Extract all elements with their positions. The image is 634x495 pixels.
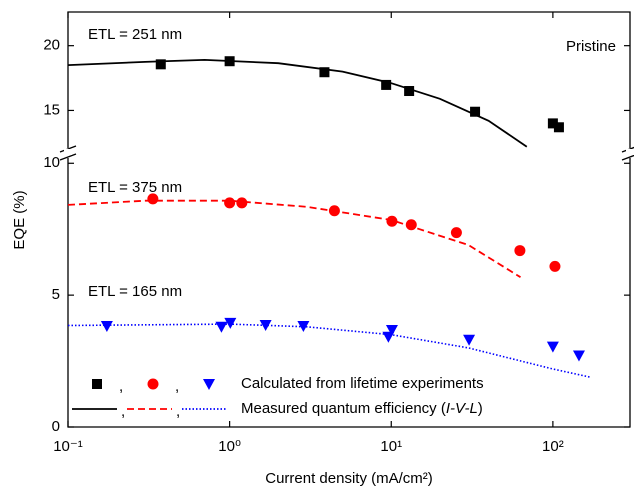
y-tick-label: 0 bbox=[52, 418, 60, 435]
marker-triangle bbox=[463, 334, 476, 346]
y-axis-label: EQE (%) bbox=[11, 190, 28, 249]
marker-square bbox=[553, 122, 564, 133]
series-line bbox=[67, 199, 521, 278]
x-tick-label: 10⁰ bbox=[218, 438, 241, 455]
annotation: Pristine bbox=[566, 38, 616, 55]
marker-triangle bbox=[572, 350, 585, 362]
legend-separator: , bbox=[176, 403, 180, 420]
y-tick-label: 20 bbox=[43, 37, 60, 54]
marker-triangle bbox=[215, 321, 228, 333]
marker-triangle bbox=[224, 317, 237, 329]
upper-frame bbox=[67, 11, 631, 148]
marker-circle bbox=[147, 193, 159, 205]
marker-square bbox=[470, 106, 481, 117]
x-tick-label: 10⁻¹ bbox=[53, 438, 83, 455]
marker-triangle bbox=[259, 319, 272, 331]
marker-square bbox=[381, 79, 392, 90]
marker-square bbox=[319, 67, 330, 78]
marker-circle bbox=[328, 205, 340, 217]
legend-label: Measured quantum efficiency (I-V-L) bbox=[241, 400, 483, 417]
marker-circle bbox=[405, 219, 417, 231]
annotation: ETL = 251 nm bbox=[88, 26, 182, 43]
legend-marker bbox=[92, 379, 102, 389]
legend-marker bbox=[147, 378, 159, 390]
marker-square bbox=[224, 56, 235, 67]
legend-label-part: I-V-L bbox=[446, 400, 478, 417]
marker-circle bbox=[386, 215, 398, 227]
marker-square bbox=[404, 86, 415, 97]
marker-circle bbox=[224, 197, 236, 209]
x-axis-label: Current density (mA/cm²) bbox=[265, 470, 433, 487]
marker-square bbox=[547, 118, 558, 129]
marker-circle bbox=[549, 260, 561, 272]
marker-triangle bbox=[100, 320, 113, 332]
legend-label-part: Measured quantum efficiency ( bbox=[241, 400, 446, 417]
legend-label: Calculated from lifetime experiments bbox=[241, 375, 484, 392]
series-line bbox=[67, 323, 592, 379]
series-line bbox=[67, 58, 528, 148]
marker-triangle bbox=[297, 320, 310, 332]
lower-frame bbox=[67, 158, 631, 428]
legend-label-part: ) bbox=[478, 400, 483, 417]
x-tick-label: 10² bbox=[542, 438, 564, 455]
axis-break bbox=[59, 145, 634, 161]
break-gap bbox=[64, 149, 72, 155]
y-tick-label: 5 bbox=[52, 286, 60, 303]
y-tick-label: 15 bbox=[43, 101, 60, 118]
annotation: ETL = 165 nm bbox=[88, 283, 182, 300]
legend-separator: , bbox=[175, 378, 179, 395]
legend-separator: , bbox=[121, 403, 125, 420]
x-tick-label: 10¹ bbox=[380, 438, 402, 455]
legend-separator: , bbox=[119, 378, 123, 395]
marker-circle bbox=[450, 227, 462, 239]
legend-marker bbox=[203, 379, 215, 390]
y-tick-label: 10 bbox=[43, 154, 60, 171]
marker-circle bbox=[514, 245, 526, 257]
annotation: ETL = 375 nm bbox=[88, 179, 182, 196]
marker-circle bbox=[236, 197, 248, 209]
marker-triangle bbox=[546, 341, 559, 353]
marker-square bbox=[155, 59, 166, 70]
marker-triangle bbox=[385, 324, 398, 336]
break-gap bbox=[626, 149, 634, 155]
